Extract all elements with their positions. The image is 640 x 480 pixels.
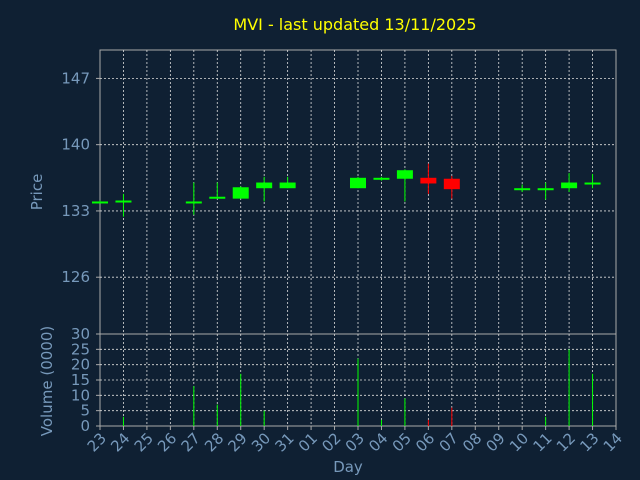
x-axis-label: Day [333, 458, 363, 476]
x-tick-label: 11 [529, 429, 555, 455]
x-axis: 2324252627282930310102030405060708091011… [84, 426, 626, 456]
volume-tick-label: 0 [80, 417, 90, 435]
candle-body [420, 177, 437, 184]
x-tick-label: 26 [154, 429, 180, 455]
x-tick-label: 08 [459, 429, 485, 455]
candle-body [232, 187, 249, 199]
x-tick-label: 25 [131, 429, 157, 455]
candle-body [396, 170, 413, 179]
x-tick-label: 13 [576, 429, 602, 455]
x-tick-label: 07 [436, 429, 462, 455]
volume-tick-label: 25 [71, 340, 90, 358]
price-axis-label: Price [28, 174, 46, 211]
volume-tick-label: 30 [71, 325, 90, 343]
candle-body [92, 201, 108, 204]
x-tick-label: 03 [342, 429, 368, 455]
candle-body [209, 196, 226, 199]
volume-tick-label: 15 [71, 371, 90, 389]
x-tick-label: 27 [178, 429, 204, 455]
x-tick-label: 10 [506, 429, 532, 455]
chart-title: MVI - last updated 13/11/2025 [233, 15, 476, 34]
candle-body [373, 177, 390, 180]
candle-body [256, 182, 273, 189]
volume-axis-label: Volume (0000) [38, 326, 56, 436]
price-tick-label: 126 [61, 268, 90, 286]
candle-body [561, 182, 578, 189]
candle-body [279, 182, 296, 189]
candle-body [537, 188, 554, 191]
x-tick-label: 06 [412, 429, 438, 455]
x-tick-label: 31 [271, 429, 297, 455]
x-tick-label: 04 [365, 429, 391, 455]
x-tick-label: 28 [201, 429, 227, 455]
candle-body [115, 200, 132, 203]
volume-tick-label: 20 [71, 356, 90, 374]
x-tick-label: 12 [553, 429, 579, 455]
price-tick-label: 140 [61, 136, 90, 154]
price-panel: 126 133 140 147 [61, 49, 617, 335]
x-tick-label: 30 [248, 429, 274, 455]
x-tick-label: 09 [483, 429, 509, 455]
x-tick-label: 05 [389, 429, 415, 455]
x-tick-label: 01 [295, 429, 321, 455]
x-tick-label: 24 [107, 429, 133, 455]
volume-tick-label: 5 [80, 402, 90, 420]
candle-body [443, 178, 460, 190]
price-tick-label: 133 [61, 202, 90, 220]
candle-body [350, 177, 366, 189]
candle-body [514, 188, 531, 191]
candle-body [584, 182, 601, 185]
candle-body [185, 201, 202, 204]
x-tick-label: 29 [225, 429, 251, 455]
x-tick-label: 02 [318, 429, 344, 455]
x-tick-label: 14 [600, 429, 626, 455]
price-tick-label: 147 [61, 69, 90, 87]
volume-tick-label: 10 [71, 386, 90, 404]
